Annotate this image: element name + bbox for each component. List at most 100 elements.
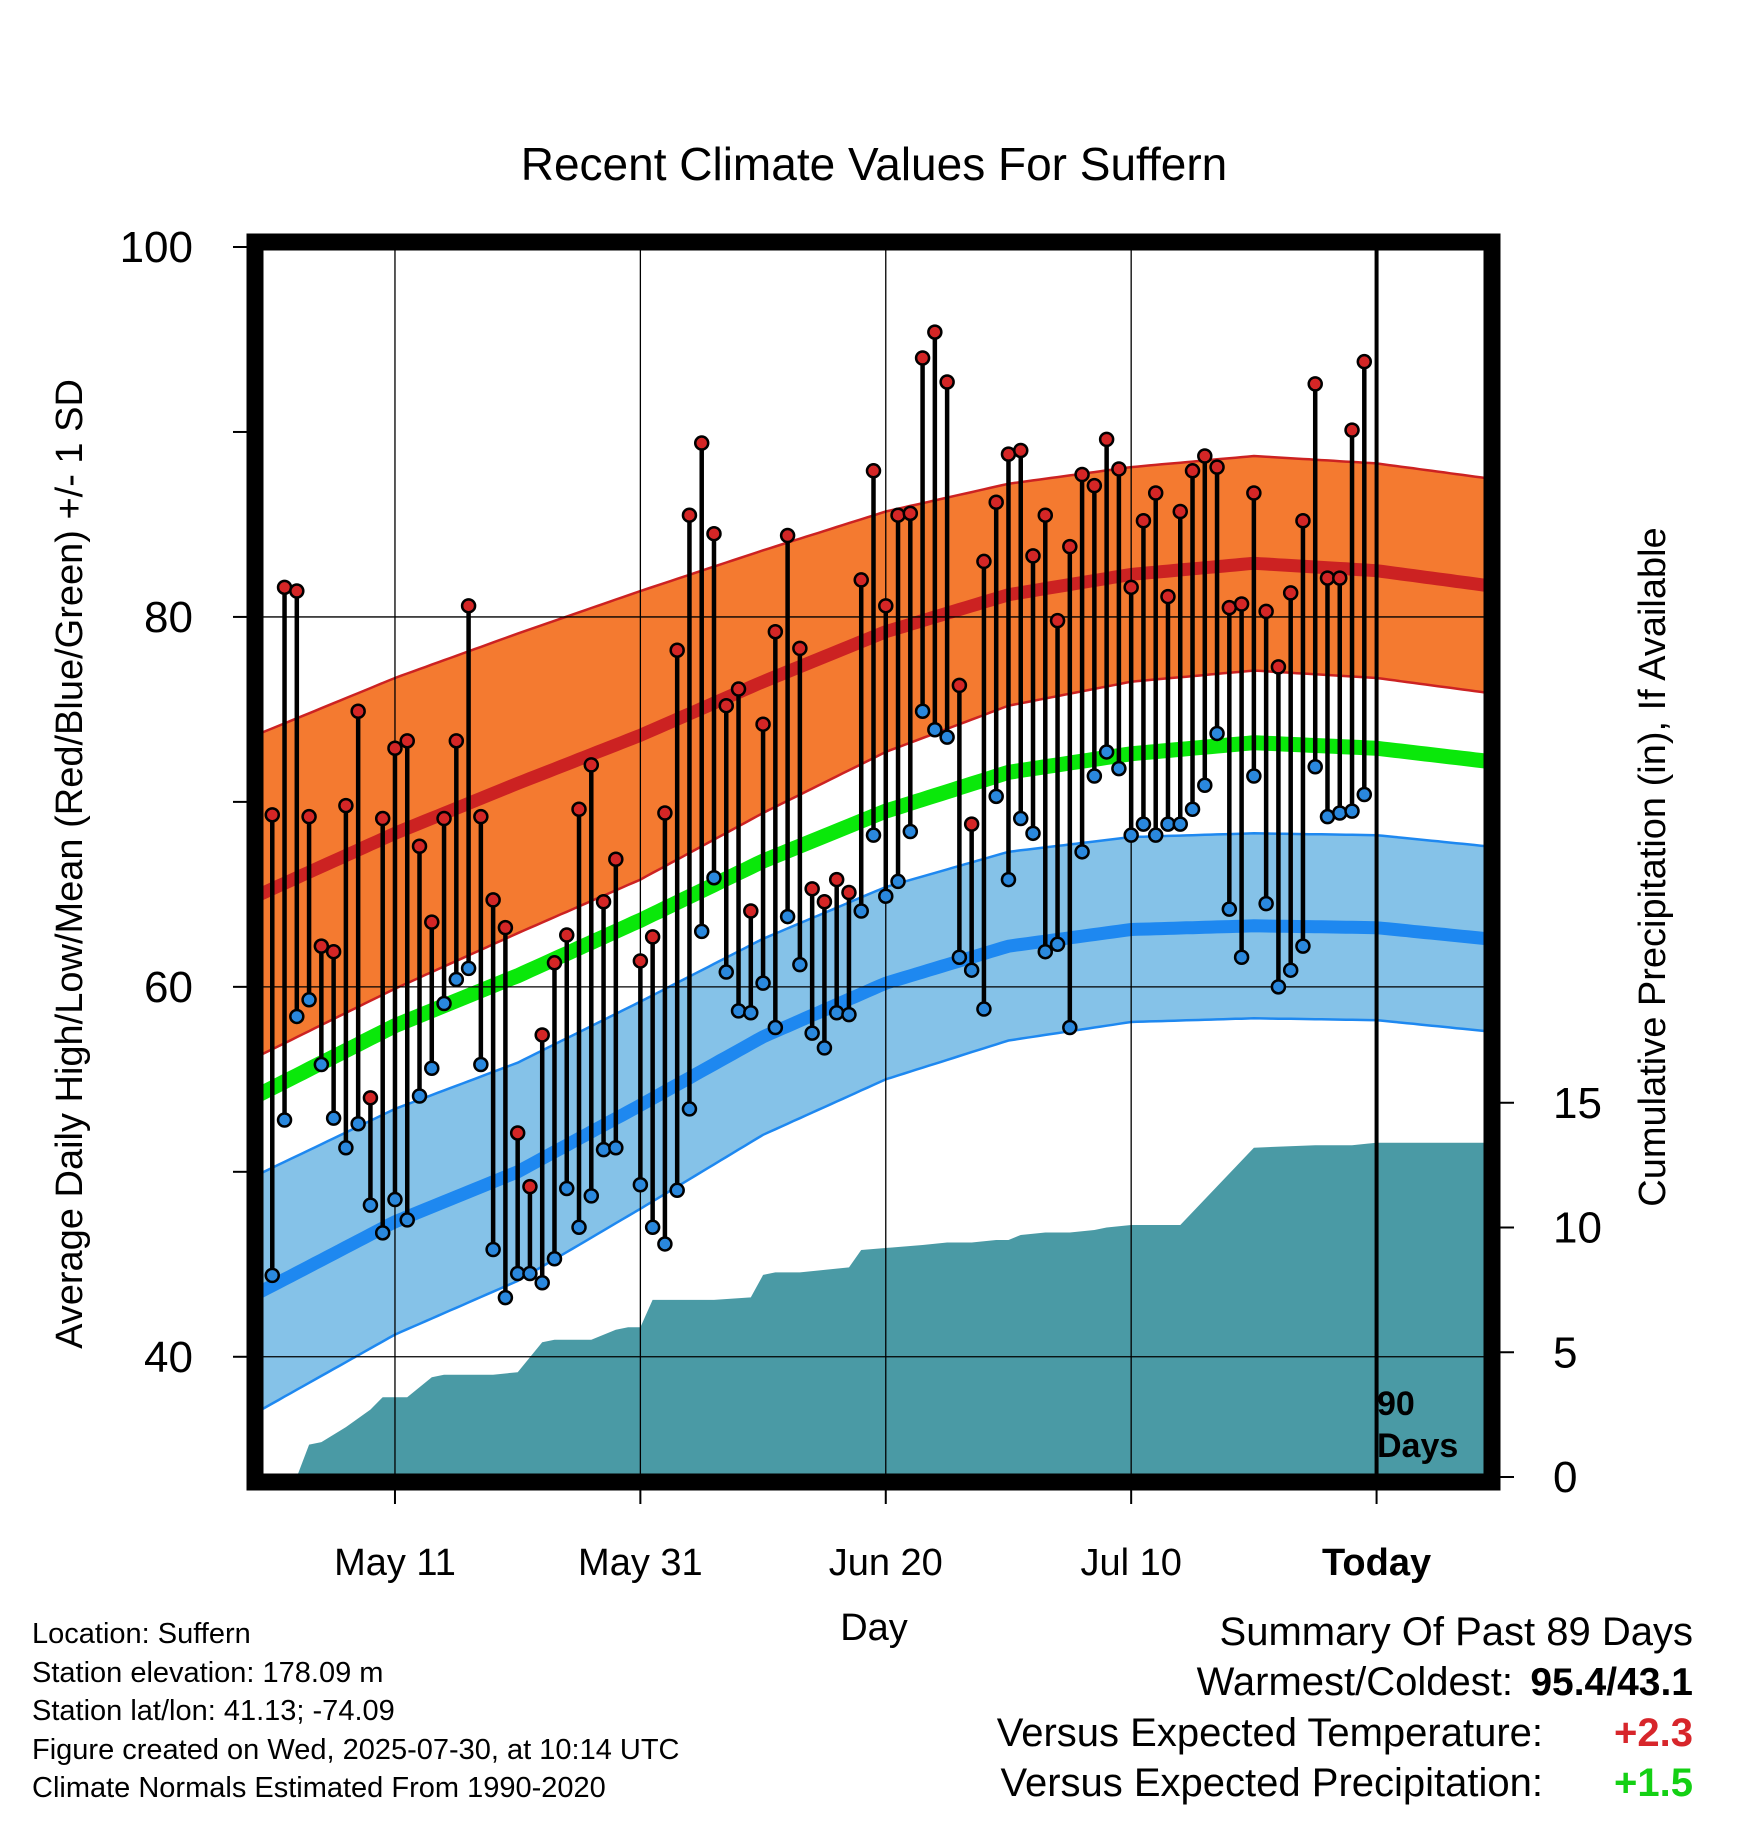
observed-low-point	[448, 971, 465, 988]
observed-low-point	[1025, 825, 1041, 842]
observed-low-point	[362, 1197, 379, 1213]
observed-high-point	[1000, 446, 1017, 462]
observed-high-point	[362, 1090, 379, 1106]
observed-low-point	[878, 888, 894, 904]
observed-high-point	[1184, 463, 1201, 479]
observed-high-point	[718, 697, 735, 714]
observed-high-point	[1172, 503, 1188, 520]
observed-high-point	[681, 507, 698, 523]
observed-high-point	[853, 572, 869, 588]
observed-high-point	[534, 1027, 550, 1043]
observed-low-point	[1086, 768, 1103, 784]
observed-low-point	[1000, 871, 1017, 888]
observed-low-point	[497, 1289, 514, 1306]
observed-low-point	[1098, 744, 1115, 760]
observed-high-point	[509, 1125, 526, 1141]
observed-high-point	[939, 374, 955, 390]
observed-low-point	[792, 956, 808, 973]
observed-low-point	[988, 788, 1004, 805]
observed-high-point	[276, 579, 293, 596]
observed-high-point	[706, 525, 722, 542]
observed-low-point	[693, 923, 710, 940]
x-tick-label: Jul 10	[1080, 1542, 1181, 1584]
observed-high-point	[399, 733, 415, 749]
observed-low-point	[1246, 768, 1262, 784]
observed-low-point	[534, 1275, 550, 1291]
station-location: Location: Suffern	[32, 1618, 251, 1650]
observed-high-point	[1295, 512, 1311, 529]
y-axis-label: Average Daily High/Low/Mean (Red/Blue/Gr…	[49, 379, 91, 1349]
observed-high-point	[988, 494, 1004, 510]
observed-low-point	[399, 1212, 415, 1228]
observed-low-point	[681, 1101, 698, 1117]
observed-high-point	[804, 881, 820, 897]
precip-label: Versus Expected Precipitation:	[1000, 1761, 1543, 1805]
observed-high-point	[976, 553, 992, 570]
observed-low-point	[546, 1250, 563, 1267]
summary-precip-row: Versus Expected Precipitation: +1.5	[793, 1758, 1693, 1808]
x-tick-label: May 11	[334, 1542, 456, 1584]
observed-low-point	[963, 962, 980, 978]
summary-temp-row: Versus Expected Temperature: +2.3	[793, 1708, 1693, 1758]
observed-high-point	[1356, 353, 1373, 370]
observed-high-point	[1025, 548, 1041, 564]
observed-high-point	[1233, 596, 1250, 612]
observed-high-point	[1074, 466, 1090, 483]
observed-high-point	[338, 797, 354, 814]
observed-high-point	[559, 927, 575, 943]
temp-value: +2.3	[1614, 1711, 1693, 1755]
low-sd-lower-edge	[260, 1017, 1487, 1412]
observed-low-point	[460, 960, 477, 977]
observed-high-point	[424, 914, 440, 930]
observed-high-point	[448, 733, 465, 749]
precip-area	[260, 1142, 1487, 1477]
warm-cold-value: 95.4/43.1	[1530, 1661, 1693, 1704]
axes: 40 60 80 100 0 5 10 15 May 11 May 31 Jun 20 Jul 10 T…	[120, 223, 1602, 1584]
observed-low-point	[767, 1019, 784, 1036]
observed-low-point	[657, 1236, 673, 1252]
observed-low-point	[779, 908, 796, 925]
observed-high-point	[1160, 588, 1176, 605]
x-axis-label: Day	[840, 1607, 908, 1649]
observed-high-point	[669, 642, 685, 658]
observed-low-point	[559, 1180, 575, 1197]
observed-high-point	[608, 851, 624, 867]
observed-low-point	[1172, 816, 1188, 832]
observed-low-point	[485, 1241, 501, 1258]
observed-high-point	[313, 938, 330, 954]
observed-high-point	[1098, 431, 1115, 448]
station-elevation: Station elevation: 178.09 m	[32, 1656, 384, 1689]
observed-high-point	[902, 505, 919, 522]
today-marker-label-1: 90	[1377, 1385, 1415, 1423]
station-info: Location: Suffern Station elevation: 178…	[32, 1615, 932, 1808]
observed-low-point	[583, 1188, 600, 1204]
observed-low-point	[914, 703, 931, 720]
observed-high-point	[374, 810, 391, 827]
x-tick-label: May 31	[578, 1542, 703, 1584]
observed-high-point	[289, 583, 305, 599]
observed-high-point	[1344, 422, 1360, 438]
observed-low-point	[325, 1110, 342, 1126]
observed-high-point	[571, 801, 587, 818]
observed-low-point	[289, 1008, 305, 1025]
observed-low-point	[669, 1182, 685, 1199]
observed-low-point	[927, 722, 943, 738]
x-tick-label: Jun 20	[829, 1542, 943, 1584]
observed-high-point	[657, 805, 673, 821]
observed-low-point	[718, 964, 735, 980]
observed-low-point	[865, 827, 882, 843]
observed-low-point	[1037, 943, 1054, 960]
observed-low-point	[1319, 808, 1336, 825]
observed-high-point	[1332, 570, 1348, 586]
observed-high-point	[1147, 485, 1164, 501]
observed-low-point	[1074, 844, 1090, 860]
observed-high-point	[546, 955, 563, 971]
observed-high-point	[387, 740, 403, 756]
observed-high-point	[828, 871, 845, 888]
observed-low-point	[1184, 801, 1201, 818]
observed-low-point	[841, 1006, 857, 1023]
normal-low-line	[260, 919, 1487, 1298]
chart-title: Recent Climate Values For Suffern	[521, 138, 1228, 190]
observed-high-point	[460, 598, 477, 614]
y-tick-label: 40	[144, 1333, 193, 1382]
